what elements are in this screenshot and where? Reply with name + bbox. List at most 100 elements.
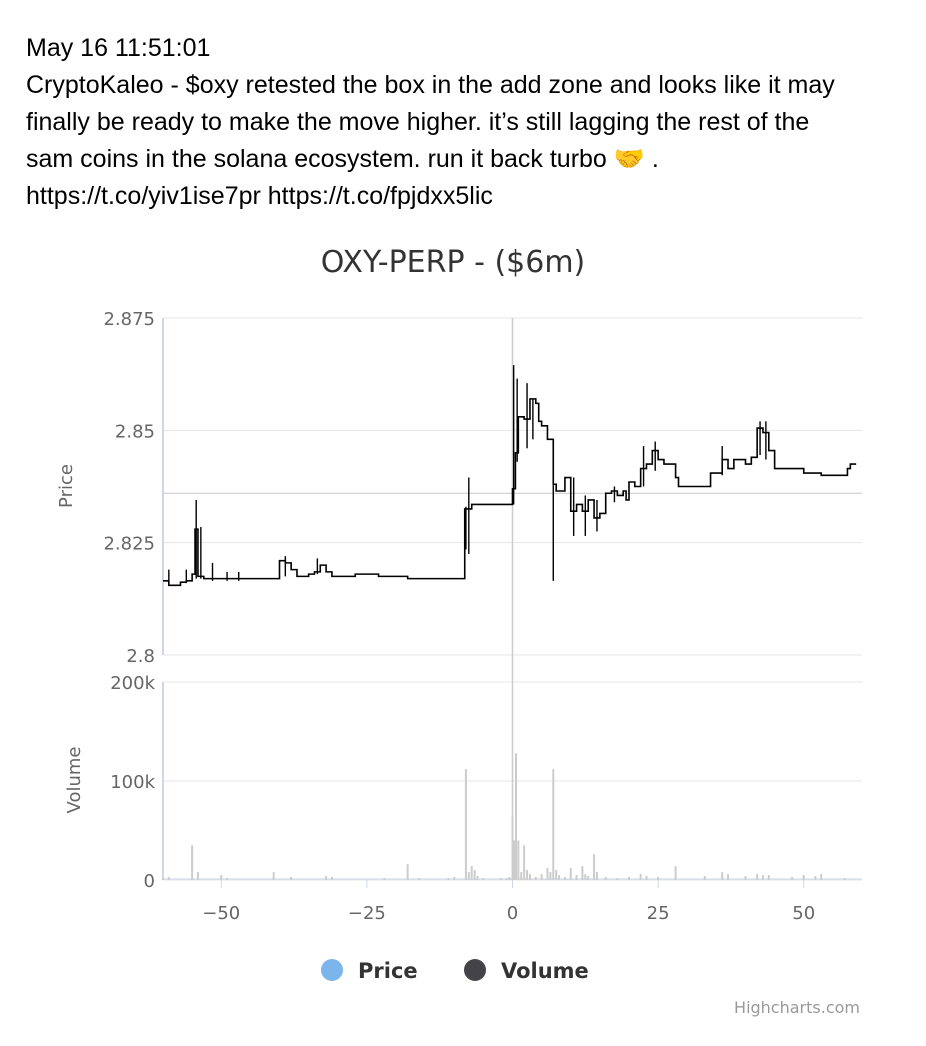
legend-price-dot bbox=[321, 959, 343, 981]
volume-bar bbox=[558, 875, 561, 880]
volume-bar bbox=[499, 878, 502, 880]
volume-bar bbox=[447, 878, 450, 880]
volume-bar bbox=[508, 877, 511, 880]
volume-bar bbox=[645, 876, 648, 880]
volume-bar bbox=[761, 875, 764, 880]
volume-bar bbox=[330, 877, 333, 880]
price-series-line bbox=[163, 398, 857, 587]
legend-volume-label[interactable]: Volume bbox=[501, 959, 589, 983]
tweet-text: May 16 11:51:01 CryptoKaleo - $oxy retes… bbox=[26, 30, 906, 215]
volume-bar bbox=[767, 875, 770, 880]
volume-bar bbox=[593, 854, 596, 880]
volume-tick-label: 100k bbox=[110, 772, 155, 793]
legend: Price Volume bbox=[321, 959, 589, 983]
volume-bar bbox=[546, 868, 549, 880]
x-tick-label: 25 bbox=[647, 903, 670, 924]
volume-bar bbox=[604, 877, 607, 880]
volume-bar bbox=[744, 876, 747, 880]
price-tick-label: 2.8 bbox=[126, 646, 155, 667]
legend-price-label[interactable]: Price bbox=[358, 959, 418, 983]
price-tick-label: 2.825 bbox=[103, 534, 155, 555]
legend-item-volume[interactable]: Volume bbox=[464, 959, 589, 983]
volume-bar bbox=[534, 877, 537, 880]
volume-bar bbox=[453, 877, 456, 880]
volume-bar bbox=[464, 769, 467, 880]
volume-bar bbox=[569, 868, 572, 880]
volume-bar bbox=[674, 866, 677, 880]
volume-bar bbox=[814, 876, 817, 880]
volume-bar bbox=[552, 769, 555, 880]
price-tick-labels: 2.8 2.825 2.85 2.875 bbox=[103, 309, 155, 667]
tweet-timestamp: May 16 11:51:01 bbox=[26, 34, 211, 62]
price-tick-label: 2.85 bbox=[115, 421, 155, 442]
volume-bar bbox=[756, 874, 759, 880]
volume-bar bbox=[628, 877, 630, 880]
volume-bar bbox=[528, 874, 531, 880]
volume-bar bbox=[820, 874, 823, 880]
volume-bar bbox=[467, 872, 470, 880]
price-axis-label: Price bbox=[56, 464, 77, 508]
volume-tick-label: 200k bbox=[110, 673, 155, 694]
volume-bar bbox=[526, 870, 529, 880]
volume-bar bbox=[843, 878, 846, 880]
x-tick-label: −25 bbox=[348, 903, 386, 924]
tweet-links[interactable]: https://t.co/yiv1ise7pr https://t.co/fpj… bbox=[26, 182, 493, 210]
chart-title: OXY-PERP - ($6m) bbox=[321, 245, 586, 280]
volume-bar bbox=[470, 866, 473, 880]
volume-bar bbox=[555, 870, 558, 880]
volume-axis-label: Volume bbox=[64, 747, 85, 814]
volume-bar bbox=[473, 870, 476, 880]
volume-bar bbox=[513, 840, 516, 880]
volume-bar bbox=[563, 877, 566, 880]
volume-bar bbox=[418, 878, 421, 880]
volume-bar bbox=[167, 877, 170, 880]
volume-bar bbox=[657, 877, 660, 880]
legend-item-price[interactable]: Price bbox=[321, 959, 418, 983]
volume-bar bbox=[406, 864, 409, 880]
volume-bar bbox=[196, 872, 199, 880]
tweet-line-2: finally be ready to make the move higher… bbox=[26, 108, 810, 136]
volume-bar bbox=[616, 878, 619, 880]
price-tick-label: 2.875 bbox=[103, 309, 155, 330]
volume-bar bbox=[802, 875, 805, 880]
volume-bar bbox=[540, 874, 543, 880]
volume-bar bbox=[703, 876, 706, 880]
volume-bars bbox=[162, 753, 846, 880]
volume-bar bbox=[523, 845, 526, 880]
volume-bar bbox=[482, 878, 485, 880]
volume-tick-labels: 0 100k 200k bbox=[110, 673, 155, 892]
volume-bar bbox=[476, 876, 479, 880]
volume-bar bbox=[727, 874, 730, 880]
x-tick-label: −50 bbox=[202, 903, 240, 924]
volume-bar bbox=[325, 876, 328, 880]
chart-credit[interactable]: Highcharts.com bbox=[734, 998, 860, 1017]
volume-bar bbox=[191, 845, 194, 880]
volume-bar bbox=[595, 872, 598, 880]
volume-bar bbox=[226, 878, 229, 880]
volume-bar bbox=[587, 876, 590, 880]
volume-bar bbox=[639, 874, 642, 880]
volume-bar bbox=[549, 872, 552, 880]
volume-bar bbox=[520, 872, 523, 880]
x-tick-labels: −50 −25 0 25 50 bbox=[202, 880, 815, 924]
volume-bar bbox=[162, 878, 164, 880]
volume-bar bbox=[575, 875, 578, 880]
legend-volume-dot bbox=[464, 959, 486, 981]
volume-bar bbox=[272, 872, 275, 880]
x-tick-label: 50 bbox=[792, 903, 815, 924]
volume-bar bbox=[721, 872, 724, 880]
volume-bar bbox=[505, 878, 508, 880]
volume-bar bbox=[584, 874, 587, 880]
volume-bar bbox=[514, 753, 517, 880]
x-tick-label: 0 bbox=[507, 903, 518, 924]
tweet-line-3: sam coins in the solana ecosystem. run i… bbox=[26, 145, 659, 173]
volume-bar bbox=[290, 877, 293, 880]
volume-tick-label: 0 bbox=[144, 871, 155, 892]
volume-bar bbox=[383, 878, 386, 880]
volume-bar bbox=[517, 840, 520, 880]
volume-bar bbox=[581, 866, 584, 880]
tweet-line-1: CryptoKaleo - $oxy retested the box in t… bbox=[26, 71, 835, 99]
volume-bar bbox=[791, 877, 794, 880]
volume-bar bbox=[220, 875, 223, 880]
